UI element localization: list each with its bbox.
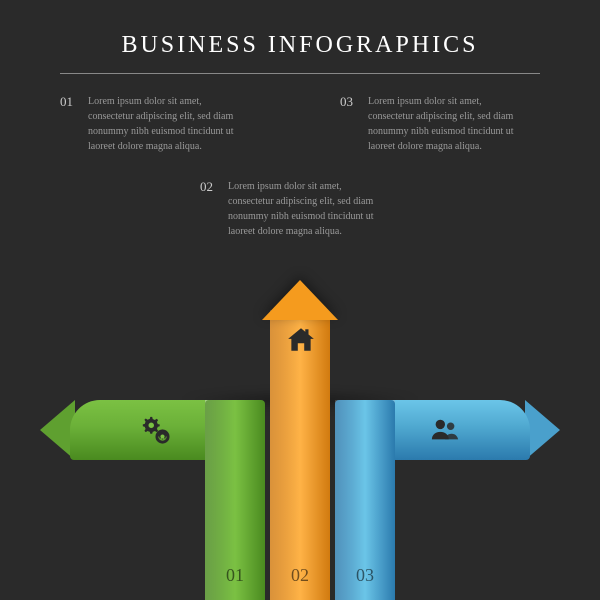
arrows-graphic: 01 02 03 bbox=[0, 280, 600, 600]
home-icon bbox=[286, 325, 316, 355]
block-text: Lorem ipsum dolor sit amet, consectetur … bbox=[88, 94, 248, 154]
text-block-01: 01 Lorem ipsum dolor sit amet, consectet… bbox=[60, 94, 248, 154]
text-blocks: 01 Lorem ipsum dolor sit amet, consectet… bbox=[0, 94, 600, 274]
stem-number-01: 01 bbox=[205, 565, 265, 586]
block-text: Lorem ipsum dolor sit amet, consectetur … bbox=[368, 94, 528, 154]
block-number: 02 bbox=[200, 179, 218, 239]
page-title: BUSINESS INFOGRAPHICS bbox=[0, 0, 600, 73]
block-text: Lorem ipsum dolor sit amet, consectetur … bbox=[228, 179, 388, 239]
block-number: 01 bbox=[60, 94, 78, 154]
gears-icon bbox=[140, 415, 170, 445]
stem-number-03: 03 bbox=[335, 565, 395, 586]
arrowhead-up bbox=[262, 280, 338, 320]
divider bbox=[60, 73, 540, 74]
text-block-02: 02 Lorem ipsum dolor sit amet, consectet… bbox=[200, 179, 388, 239]
stem-number-02: 02 bbox=[270, 565, 330, 586]
text-block-03: 03 Lorem ipsum dolor sit amet, consectet… bbox=[340, 94, 528, 154]
people-icon bbox=[430, 415, 460, 445]
block-number: 03 bbox=[340, 94, 358, 154]
arrowhead-right bbox=[525, 400, 560, 460]
